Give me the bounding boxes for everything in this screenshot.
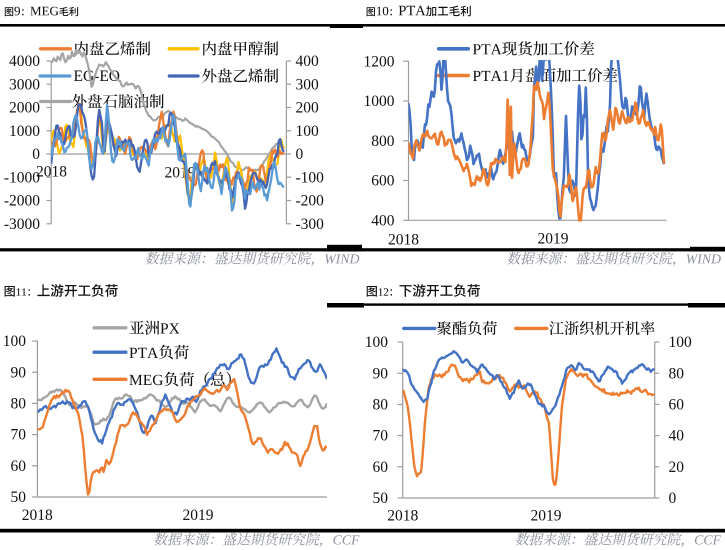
svg-text:100: 100: [3, 333, 27, 350]
svg-text:-200: -200: [296, 193, 325, 210]
svg-text:80: 80: [669, 365, 685, 382]
svg-text:-3000: -3000: [4, 216, 40, 233]
svg-text:4000: 4000: [9, 53, 40, 70]
svg-text:60: 60: [669, 397, 685, 414]
svg-text:400: 400: [296, 53, 320, 70]
svg-text:90: 90: [373, 365, 389, 382]
svg-text:400: 400: [371, 212, 395, 229]
svg-text:1000: 1000: [9, 123, 40, 140]
svg-text:2019: 2019: [531, 507, 562, 524]
svg-text:-2000: -2000: [4, 193, 40, 210]
svg-text:0: 0: [32, 146, 40, 163]
svg-text:300: 300: [296, 76, 320, 93]
svg-text:70: 70: [373, 428, 389, 445]
svg-text:50: 50: [373, 490, 389, 507]
svg-text:70: 70: [11, 427, 27, 444]
svg-text:2000: 2000: [9, 100, 40, 117]
svg-text:50: 50: [11, 489, 27, 506]
svg-text:80: 80: [373, 397, 389, 414]
svg-text:100: 100: [365, 334, 389, 351]
svg-text:2019: 2019: [538, 231, 569, 248]
svg-text:90: 90: [11, 364, 27, 381]
svg-text:2019: 2019: [183, 507, 214, 524]
svg-text:0: 0: [296, 146, 304, 163]
svg-text:60: 60: [11, 458, 27, 475]
svg-text:3000: 3000: [9, 76, 40, 93]
svg-text:200: 200: [296, 100, 320, 117]
svg-text:2018: 2018: [36, 163, 67, 180]
svg-text:2018: 2018: [388, 231, 419, 248]
svg-text:-1000: -1000: [4, 169, 40, 186]
svg-text:1000: 1000: [364, 93, 395, 110]
svg-text:20: 20: [669, 459, 685, 476]
svg-text:100: 100: [296, 123, 320, 140]
svg-text:40: 40: [669, 428, 685, 445]
svg-text:1200: 1200: [364, 53, 395, 70]
svg-text:2018: 2018: [22, 507, 53, 524]
svg-text:60: 60: [373, 459, 389, 476]
svg-text:600: 600: [371, 173, 395, 190]
svg-text:0: 0: [669, 490, 677, 507]
svg-text:-100: -100: [296, 169, 325, 186]
svg-text:80: 80: [11, 396, 27, 413]
svg-text:-300: -300: [296, 216, 325, 233]
svg-text:2018: 2018: [387, 507, 418, 524]
svg-text:EG-EO: EG-EO: [74, 68, 121, 85]
svg-text:800: 800: [371, 133, 395, 150]
svg-text:100: 100: [669, 334, 693, 351]
